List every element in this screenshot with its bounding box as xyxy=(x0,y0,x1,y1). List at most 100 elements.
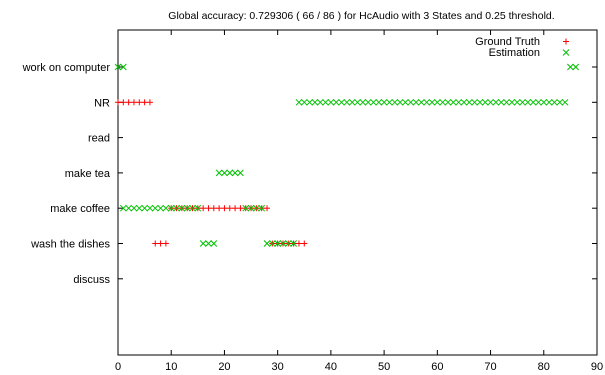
legend-label-ground-truth: Ground Truth xyxy=(475,36,540,48)
x-tick-label: 10 xyxy=(165,361,177,373)
data-point-estimation xyxy=(380,98,388,106)
cross-b xyxy=(524,98,532,106)
cross-b xyxy=(279,240,287,247)
data-point-ground-truth xyxy=(120,99,127,106)
data-point-ground-truth xyxy=(115,99,121,106)
data-point-estimation xyxy=(189,204,196,212)
data-point-estimation xyxy=(402,98,409,106)
legend-plus xyxy=(563,38,569,45)
data-point-estimation xyxy=(465,98,473,106)
cross-b xyxy=(189,204,196,212)
data-point-estimation xyxy=(263,240,271,247)
data-point-estimation xyxy=(237,169,244,177)
cross-b xyxy=(290,240,297,247)
data-point-estimation xyxy=(173,204,180,212)
data-point-estimation xyxy=(311,98,319,106)
y-axis: work on computer NR read make tea make coffe… xyxy=(22,62,597,286)
cross-b xyxy=(119,204,127,212)
data-point-estimation xyxy=(167,204,175,212)
cross-b xyxy=(183,204,191,212)
data-point-estimation xyxy=(556,98,564,106)
data-point-ground-truth xyxy=(200,205,207,212)
cross-b xyxy=(572,63,580,71)
data-point-ground-truth xyxy=(226,205,233,212)
cross-b xyxy=(199,240,207,247)
cross-b xyxy=(497,98,505,106)
data-point-estimation xyxy=(130,204,138,212)
data-point-estimation xyxy=(508,98,516,106)
data-point-ground-truth xyxy=(146,99,153,106)
y-tick-label: make coffee xyxy=(50,203,110,215)
cross-b xyxy=(284,240,292,247)
legend-marker-ground-truth xyxy=(563,38,569,45)
data-point-estimation xyxy=(178,204,186,212)
cross-b xyxy=(178,204,186,212)
cross-b xyxy=(348,98,356,106)
data-point-estimation xyxy=(119,63,127,71)
cross-b xyxy=(242,204,250,212)
data-point-estimation xyxy=(567,63,574,71)
cross-b xyxy=(215,169,223,177)
data-point-estimation xyxy=(146,204,154,212)
data-point-estimation xyxy=(199,240,207,247)
cross-b xyxy=(162,204,170,212)
cross-b xyxy=(519,98,526,106)
cross-b xyxy=(364,98,372,106)
cross-b xyxy=(380,98,388,106)
data-point-estimation xyxy=(210,240,218,247)
data-point-estimation xyxy=(322,98,329,106)
data-point-estimation xyxy=(375,98,383,106)
cross-b xyxy=(253,204,260,212)
cross-b xyxy=(327,98,335,106)
data-point-estimation xyxy=(370,98,377,106)
cross-b xyxy=(354,98,361,106)
data-point-estimation xyxy=(545,98,553,106)
cross-b xyxy=(556,98,564,106)
data-point-estimation xyxy=(396,98,404,106)
cross-b xyxy=(135,204,143,212)
cross-b xyxy=(274,240,282,247)
cross-b xyxy=(316,98,324,106)
y-tick-label: make tea xyxy=(65,168,111,180)
cross-b xyxy=(141,204,148,212)
cross-b xyxy=(444,98,452,106)
data-point-estimation xyxy=(221,169,228,177)
data-point-estimation xyxy=(455,98,462,106)
cross-b xyxy=(449,98,457,106)
cross-b xyxy=(460,98,468,106)
cross-b xyxy=(370,98,377,106)
data-point-estimation xyxy=(492,98,500,106)
data-point-estimation xyxy=(524,98,532,106)
data-point-estimation xyxy=(274,240,282,247)
data-point-estimation xyxy=(338,98,345,106)
data-point-estimation xyxy=(359,98,367,106)
data-point-estimation xyxy=(316,98,324,106)
data-point-estimation xyxy=(551,98,558,106)
data-point-estimation xyxy=(306,98,313,106)
data-point-ground-truth xyxy=(141,99,148,106)
data-point-estimation xyxy=(476,98,484,106)
data-point-estimation xyxy=(183,204,191,212)
data-point-ground-truth xyxy=(130,99,137,106)
data-point-ground-truth xyxy=(301,240,308,247)
data-point-ground-truth xyxy=(237,205,244,212)
cross-b xyxy=(359,98,367,106)
data-point-estimation xyxy=(354,98,361,106)
data-point-ground-truth xyxy=(205,205,212,212)
data-point-ground-truth xyxy=(125,99,132,106)
cross-b xyxy=(407,98,415,106)
cross-b xyxy=(561,98,569,106)
data-point-estimation xyxy=(205,240,212,247)
cross-b xyxy=(194,204,202,212)
cross-b xyxy=(562,49,570,56)
data-point-estimation xyxy=(279,240,287,247)
cross-b xyxy=(465,98,473,106)
data-point-estimation xyxy=(332,98,340,106)
cross-b xyxy=(338,98,345,106)
data-point-estimation xyxy=(119,204,127,212)
data-point-estimation xyxy=(519,98,526,106)
data-point-estimation xyxy=(162,204,170,212)
cross-b xyxy=(119,63,127,71)
data-point-estimation xyxy=(439,98,447,106)
